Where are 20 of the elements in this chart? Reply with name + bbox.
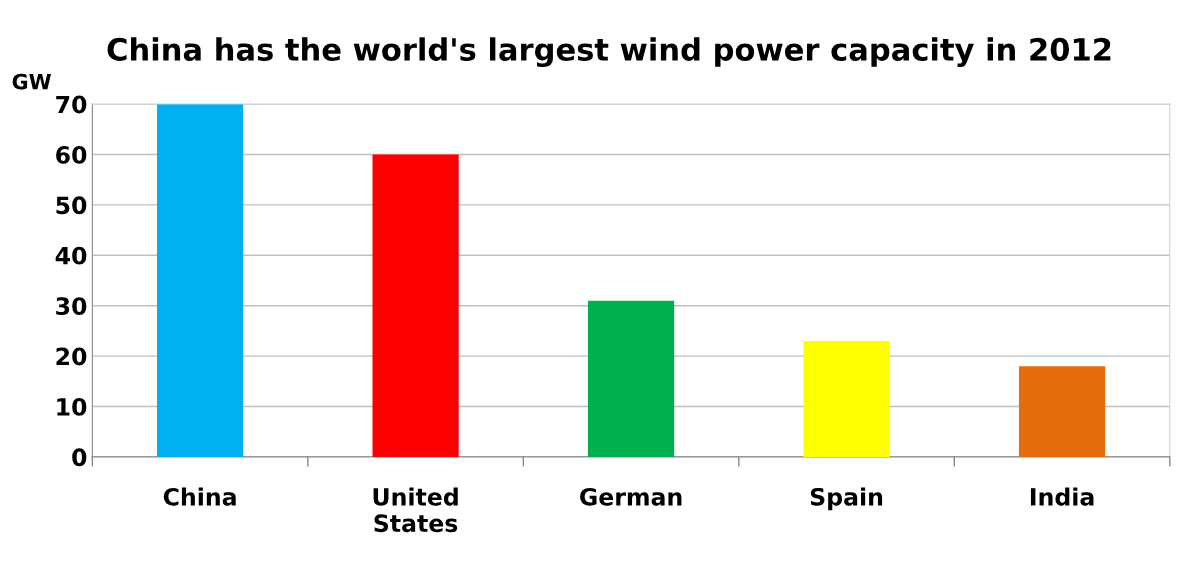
x-tick-label: United States — [373, 487, 458, 533]
x-tick-label: China — [163, 487, 236, 506]
y-tick-label: 20 — [56, 347, 87, 366]
x-tick-label: India — [1030, 487, 1094, 506]
y-axis-title: GW — [12, 73, 51, 90]
y-tick-label: 10 — [57, 397, 87, 416]
y-tick-label: 60 — [56, 145, 87, 164]
chart-title: China has the world's largest wind power capacity in 2012 — [107, 37, 1111, 68]
y-tick-label: 50 — [56, 196, 87, 215]
bar — [157, 104, 244, 457]
y-tick-label: 30 — [56, 297, 87, 316]
y-tick-label: 0 — [72, 448, 87, 467]
y-tick-label: 40 — [55, 246, 87, 265]
x-tick-label: Spain — [810, 487, 883, 511]
bar — [587, 300, 675, 457]
y-tick-label: 70 — [56, 95, 87, 114]
bar — [372, 154, 459, 457]
bar — [803, 340, 890, 457]
x-tick-label: German — [580, 487, 682, 506]
bar — [1018, 366, 1106, 457]
